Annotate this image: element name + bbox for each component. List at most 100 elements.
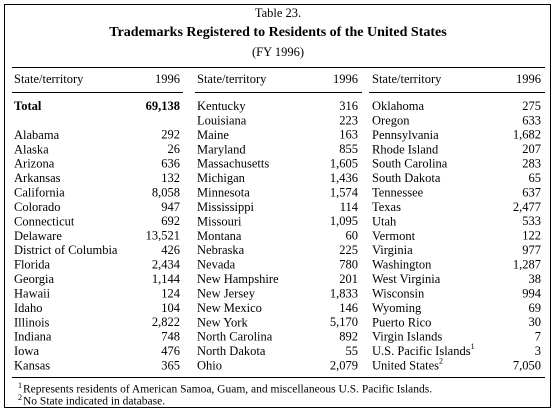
row-name: Montana: [197, 229, 242, 243]
column-header: 1996: [155, 72, 180, 86]
row-value: 201: [339, 272, 358, 286]
row-name: Delaware: [14, 229, 62, 243]
row-name-text: New Hampshire: [197, 272, 279, 286]
row-name: Maryland: [197, 142, 246, 156]
row-value: 426: [161, 243, 180, 257]
row-name: Hawaii: [14, 286, 51, 300]
row-name: California: [14, 185, 65, 199]
row-name: Indiana: [14, 330, 52, 344]
row-name-text: Montana: [197, 229, 242, 243]
row-value: 2,822: [152, 315, 180, 329]
row-name: Florida: [14, 257, 51, 271]
row-name-text: Washington: [372, 257, 432, 271]
row-name: Massachusetts: [197, 157, 269, 171]
row-value: 748: [161, 330, 180, 344]
row-value: 7,050: [513, 358, 541, 372]
row-name: Wyoming: [372, 301, 422, 315]
row-name-text: Iowa: [14, 344, 39, 358]
row-value: 283: [522, 157, 541, 171]
row-name-text: Virginia: [372, 243, 413, 257]
row-value: 855: [339, 142, 358, 156]
row-value: 533: [522, 214, 541, 228]
row-name-text: Nevada: [197, 257, 236, 271]
row-name: New Hampshire: [197, 272, 279, 286]
row-value: 225: [339, 243, 358, 257]
row-value: 1,605: [330, 157, 358, 171]
row-name: Virginia: [372, 243, 413, 257]
row-name-text: Connecticut: [14, 214, 75, 228]
row-name-text: Kentucky: [197, 99, 246, 113]
row-name: Wisconsin: [372, 286, 425, 300]
row-value: 5,170: [330, 315, 358, 329]
row-value: 65: [529, 171, 542, 185]
footnote-text: No State indicated in database.: [23, 396, 165, 408]
row-value: 637: [522, 185, 541, 199]
row-name: Vermont: [372, 229, 416, 243]
row-value: 7: [535, 330, 541, 344]
row-name-text: Alabama: [14, 128, 60, 142]
row-value: 692: [161, 214, 180, 228]
footnote-ref: 1: [471, 342, 475, 351]
row-name-text: Delaware: [14, 229, 62, 243]
footnote-mark: 2: [18, 393, 22, 402]
row-name: Washington: [372, 257, 432, 271]
row-name-text: Pennsylvania: [372, 128, 439, 142]
row-name: Virgin Islands: [372, 330, 442, 344]
row-value: 13,521: [146, 229, 180, 243]
row-name-text: Colorado: [14, 200, 61, 214]
column-header: State/territory: [197, 72, 267, 86]
row-name: New Jersey: [197, 286, 256, 300]
table-label: Table 23.: [255, 6, 301, 20]
row-name-text: District of Columbia: [14, 243, 118, 257]
row-value: 636: [161, 157, 180, 171]
row-name-text: Minnesota: [197, 185, 250, 199]
row-name-text: Vermont: [372, 229, 416, 243]
row-name: Iowa: [14, 344, 39, 358]
row-name-text: Michigan: [197, 171, 246, 185]
row-name: Nevada: [197, 257, 236, 271]
row-name: Kentucky: [197, 99, 246, 113]
row-name-text: California: [14, 185, 65, 199]
row-name-text: Wisconsin: [372, 286, 425, 300]
row-name: South Dakota: [372, 171, 441, 185]
column-header: 1996: [516, 72, 541, 86]
row-name: Illinois: [14, 315, 50, 329]
row-name-text: Maryland: [197, 142, 246, 156]
row-name-text: Rhode Island: [372, 142, 439, 156]
row-name-text: Oregon: [372, 113, 410, 127]
row-name-text: Indiana: [14, 330, 52, 344]
row-name-text: Maine: [197, 128, 229, 142]
row-name-text: United States: [372, 358, 439, 372]
row-name: North Carolina: [197, 330, 273, 344]
footnote-mark: 1: [18, 381, 22, 390]
row-value: 977: [522, 243, 541, 257]
row-name: Maine: [197, 128, 229, 142]
row-name-text: North Carolina: [197, 330, 273, 344]
row-name-text: Massachusetts: [197, 157, 269, 171]
column-header: 1996: [333, 72, 358, 86]
total-label: Total: [14, 99, 42, 113]
row-name-text: Ohio: [197, 358, 222, 372]
row-name: Georgia: [14, 272, 54, 286]
row-name: Oregon: [372, 113, 410, 127]
row-value: 26: [168, 142, 181, 156]
row-name: Oklahoma: [372, 99, 425, 113]
row-name: Arkansas: [14, 171, 61, 185]
row-name-text: Virgin Islands: [372, 330, 442, 344]
row-value: 994: [522, 286, 542, 300]
row-value: 104: [161, 301, 181, 315]
row-name-text: U.S. Pacific Islands: [372, 344, 471, 358]
row-value: 124: [161, 286, 181, 300]
row-name: Utah: [372, 214, 397, 228]
row-value: 1,833: [330, 286, 358, 300]
row-value: 207: [522, 142, 541, 156]
row-name: Puerto Rico: [372, 315, 431, 329]
row-value: 3: [535, 344, 541, 358]
document: Table 23. Trademarks Registered to Resid…: [0, 0, 555, 411]
row-name-text: West Virginia: [372, 272, 441, 286]
row-name: Minnesota: [197, 185, 250, 199]
row-name-text: North Dakota: [197, 344, 266, 358]
row-value: 1,095: [330, 214, 358, 228]
row-value: 114: [340, 200, 359, 214]
row-name: Texas: [372, 200, 401, 214]
